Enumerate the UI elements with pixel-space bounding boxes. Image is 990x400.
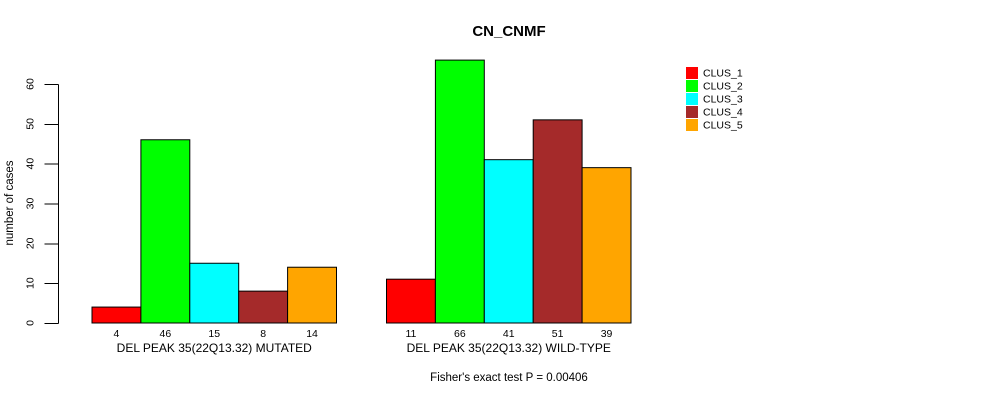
legend-label: CLUS_4 — [703, 107, 743, 119]
bar — [386, 278, 436, 324]
legend-label: CLUS_1 — [703, 68, 743, 80]
legend-item: CLUS_4 — [686, 106, 743, 119]
legend-swatch — [686, 106, 698, 118]
legend-item: CLUS_5 — [686, 119, 743, 132]
chart-title: CN_CNMF — [472, 23, 545, 40]
y-tick-label: 20 — [25, 237, 37, 249]
bar — [287, 266, 338, 324]
y-axis: 0 10 20 30 40 50 60 — [25, 78, 59, 326]
bar-value-label: 4 — [114, 328, 120, 340]
bar — [91, 306, 142, 324]
bar-value-label: 11 — [405, 328, 416, 340]
bar-value-label: 8 — [260, 328, 266, 340]
bar-value-label: 14 — [306, 328, 318, 340]
legend-label: CLUS_2 — [703, 81, 743, 93]
legend-swatch — [686, 67, 698, 79]
y-tick-label: 50 — [25, 118, 37, 130]
y-tick-label: 10 — [25, 277, 37, 289]
legend-label: CLUS_5 — [703, 120, 743, 132]
legend-swatch — [686, 80, 698, 92]
legend-item: CLUS_2 — [686, 80, 743, 93]
bar — [532, 119, 583, 324]
bar — [238, 290, 289, 324]
footnote: Fisher's exact test P = 0.00406 — [430, 372, 588, 384]
legend-item: CLUS_1 — [686, 67, 743, 80]
bar-value-label: 15 — [208, 328, 220, 340]
legend-label: CLUS_3 — [703, 94, 743, 106]
legend-item: CLUS_3 — [686, 93, 743, 106]
bar-value-label: 39 — [601, 328, 613, 340]
y-tick-label: 40 — [25, 158, 37, 170]
bar — [483, 159, 534, 324]
y-tick-label: 60 — [25, 78, 37, 90]
y-tick-label: 30 — [25, 198, 37, 210]
group-label: DEL PEAK 35(22Q13.32) WILD-TYPE — [407, 341, 611, 355]
bar-value-label: 46 — [160, 328, 172, 340]
bar — [189, 262, 240, 324]
y-axis-label: number of cases — [4, 160, 16, 245]
bars — [91, 59, 632, 324]
bar — [140, 139, 191, 324]
bar-value-label: 66 — [454, 328, 466, 340]
legend-swatch — [686, 119, 698, 131]
bar — [434, 59, 485, 324]
bar-value-label: 51 — [552, 328, 564, 340]
bar-value-label: 41 — [503, 328, 515, 340]
y-tick-label: 0 — [25, 320, 37, 326]
legend-swatch — [686, 93, 698, 105]
group-label: DEL PEAK 35(22Q13.32) MUTATED — [117, 341, 313, 355]
bar — [581, 167, 632, 324]
